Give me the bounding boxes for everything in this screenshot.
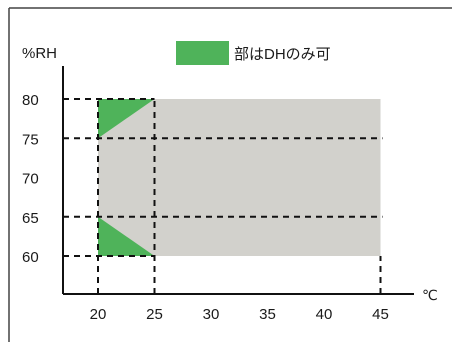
y-tick-60: 60: [22, 249, 39, 266]
legend-swatch: [176, 41, 229, 65]
legend-label: 部はDHのみ可: [234, 46, 331, 63]
y-tick-80: 80: [22, 92, 39, 109]
regions-layer: [98, 99, 381, 256]
x-tick-25: 25: [146, 306, 163, 323]
x-tick-labels: 20 25 30 35 40 45: [90, 306, 389, 323]
y-tick-labels: 60 65 70 75 80: [22, 92, 39, 266]
x-axis-label: ℃: [422, 287, 438, 303]
green-region-2: [98, 216, 155, 256]
green-region-1: [98, 99, 155, 139]
x-tick-20: 20: [90, 306, 107, 323]
x-tick-40: 40: [316, 306, 333, 323]
y-tick-70: 70: [22, 171, 39, 188]
dashed-lines-layer: [63, 98, 383, 294]
x-tick-35: 35: [259, 306, 276, 323]
x-tick-30: 30: [203, 306, 220, 323]
y-tick-65: 65: [22, 210, 39, 227]
y-axis-label: %RH: [22, 45, 57, 62]
gray-region-0: [98, 99, 381, 256]
x-tick-45: 45: [372, 306, 389, 323]
y-tick-75: 75: [22, 131, 39, 148]
